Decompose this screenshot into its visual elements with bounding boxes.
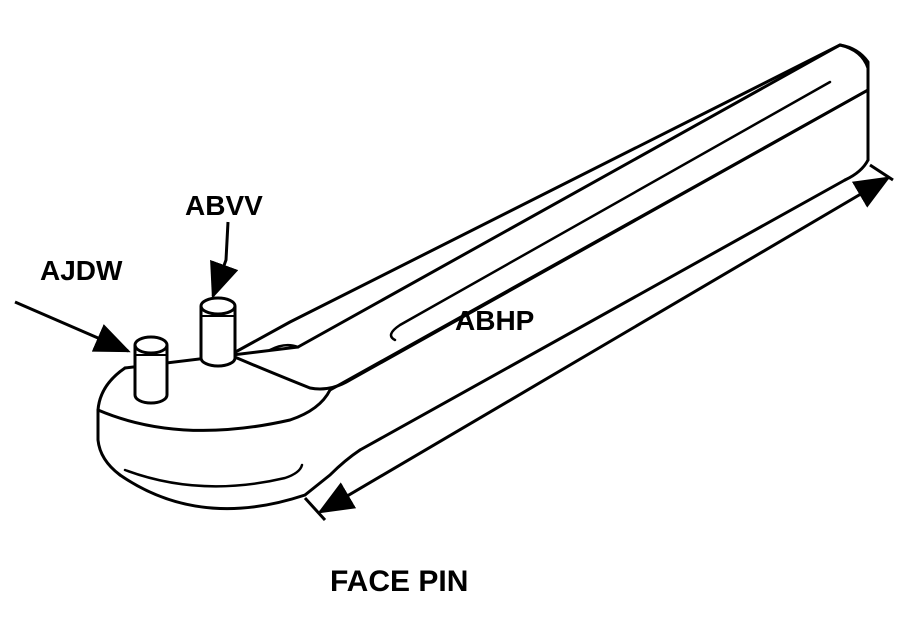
leader-ajdw [15, 302, 128, 351]
spanner-body [98, 45, 868, 509]
diagram-title: FACE PIN [330, 565, 468, 599]
technical-drawing-svg [0, 0, 904, 621]
leader-abvv [213, 222, 228, 296]
pin-abvv [201, 298, 235, 366]
label-ajdw: AJDW [40, 255, 122, 287]
label-abvv: ABVV [185, 190, 263, 222]
face-pin-diagram: AJDW ABVV ABHP FACE PIN [0, 0, 904, 621]
pin-ajdw [135, 337, 167, 403]
label-abhp: ABHP [455, 305, 534, 337]
